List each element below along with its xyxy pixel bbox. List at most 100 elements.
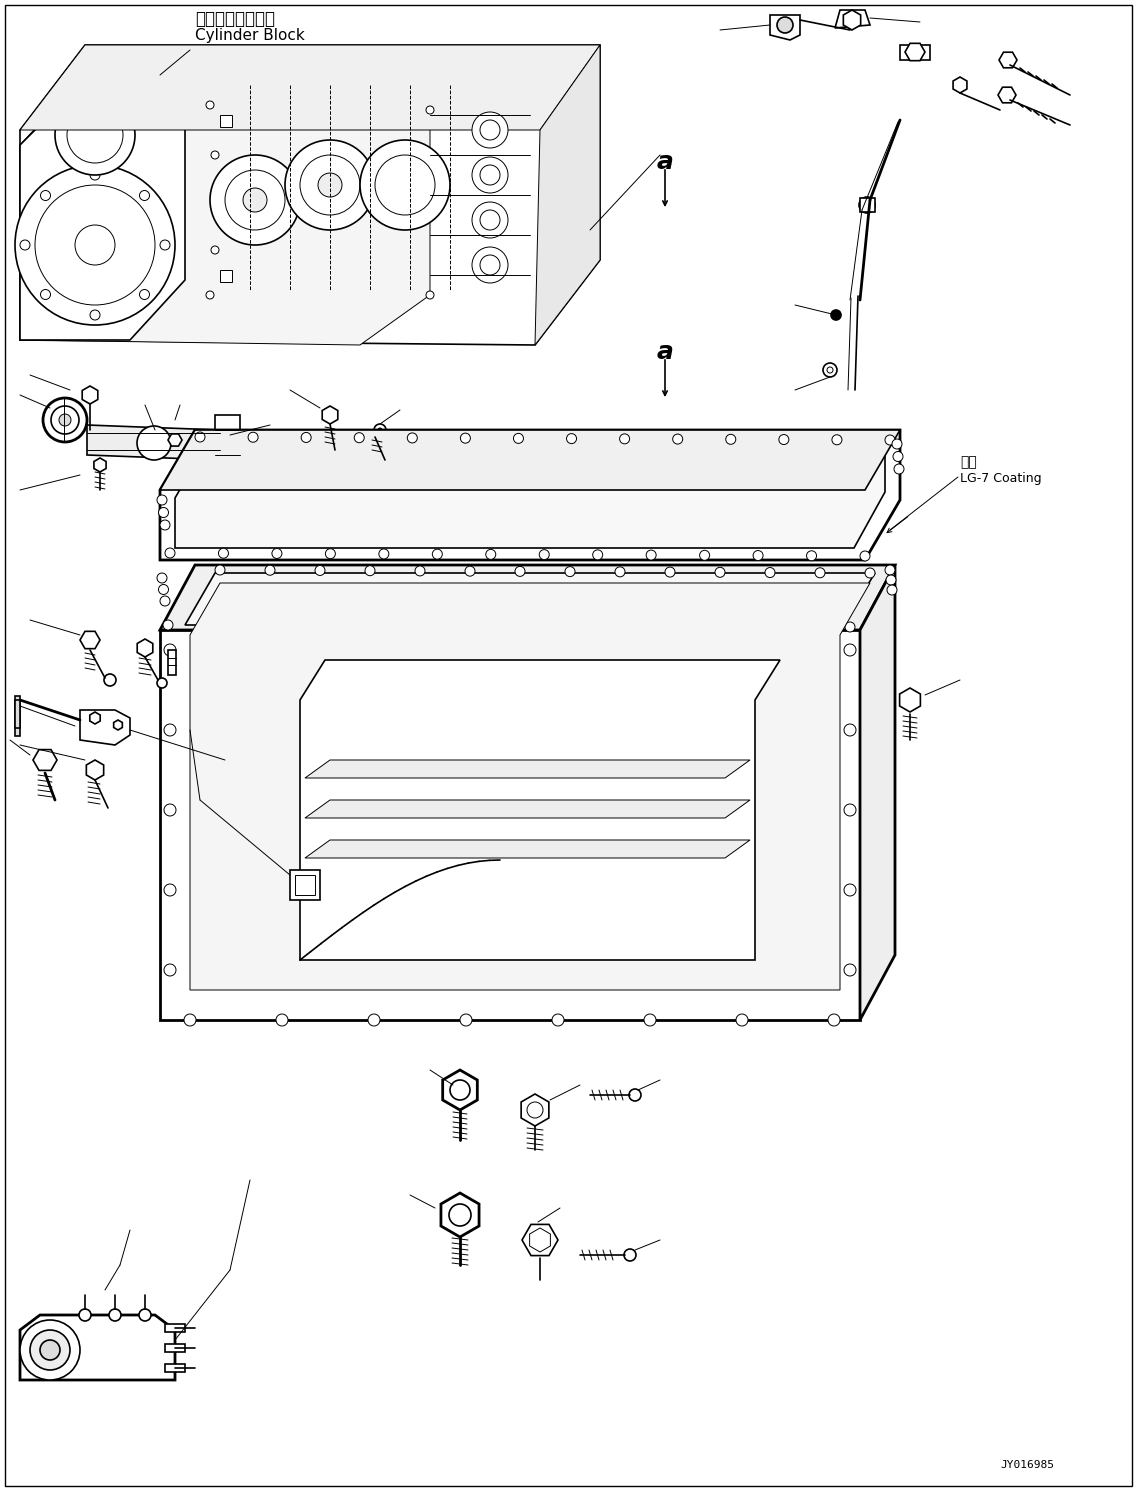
Circle shape [218,549,229,558]
Polygon shape [88,425,219,461]
Circle shape [272,549,282,559]
Circle shape [315,565,325,576]
Circle shape [665,567,675,577]
Circle shape [243,188,267,212]
Polygon shape [521,1094,549,1126]
Circle shape [225,170,285,230]
Polygon shape [114,720,123,731]
Circle shape [216,620,225,631]
Circle shape [103,674,116,686]
Circle shape [740,622,750,632]
Circle shape [844,884,856,896]
Circle shape [845,622,855,632]
Circle shape [646,550,656,561]
Bar [219,115,232,127]
Circle shape [806,550,816,561]
Circle shape [844,804,856,816]
Circle shape [415,567,425,576]
Circle shape [157,495,167,505]
Circle shape [165,549,175,558]
Circle shape [301,432,312,443]
Polygon shape [999,52,1016,67]
Polygon shape [20,95,185,340]
Circle shape [211,246,219,253]
Polygon shape [20,45,600,344]
Bar [219,270,232,282]
Circle shape [582,622,592,631]
Circle shape [51,406,78,434]
Circle shape [373,620,383,631]
Circle shape [472,248,508,283]
Circle shape [379,549,389,559]
Circle shape [460,1014,472,1026]
Polygon shape [441,1193,479,1238]
Circle shape [248,432,258,443]
Text: a: a [656,151,673,174]
Polygon shape [80,631,100,649]
Polygon shape [905,43,926,61]
Circle shape [893,438,902,449]
Circle shape [365,565,375,576]
Circle shape [673,434,682,444]
Polygon shape [33,750,57,771]
Polygon shape [175,443,885,549]
Text: LG-7 Coating: LG-7 Coating [960,473,1041,485]
Circle shape [211,151,219,160]
Polygon shape [15,696,20,737]
Circle shape [779,434,789,444]
Bar [901,45,930,60]
Circle shape [832,435,841,444]
Polygon shape [185,573,875,625]
Circle shape [276,1014,288,1026]
Circle shape [368,1014,380,1026]
Circle shape [43,398,88,441]
Circle shape [210,155,300,245]
Circle shape [777,16,792,33]
Circle shape [20,1320,80,1381]
Circle shape [827,367,833,373]
Polygon shape [20,81,430,344]
Circle shape [865,568,875,579]
Circle shape [265,565,275,576]
Circle shape [715,567,725,577]
Bar [165,1324,185,1331]
Circle shape [893,452,903,462]
Circle shape [565,567,575,577]
Circle shape [35,185,155,306]
Circle shape [158,584,168,595]
Circle shape [725,434,736,444]
Circle shape [449,1205,471,1226]
Circle shape [164,804,176,816]
Circle shape [472,112,508,148]
Polygon shape [168,434,182,446]
Circle shape [831,310,841,321]
Circle shape [407,432,417,443]
Circle shape [136,426,171,461]
Circle shape [157,573,167,583]
Polygon shape [899,687,920,713]
Circle shape [160,596,171,605]
Circle shape [139,1309,151,1321]
Circle shape [815,568,825,579]
Text: 塗布: 塗布 [960,455,977,470]
Circle shape [450,1079,470,1100]
Polygon shape [20,45,600,130]
Circle shape [485,549,496,559]
Circle shape [67,107,123,163]
Circle shape [196,432,205,441]
Circle shape [472,201,508,239]
Bar [860,198,875,212]
Text: シリンダブロック: シリンダブロック [196,10,275,28]
Polygon shape [86,760,103,780]
Circle shape [792,622,803,632]
Circle shape [30,1330,70,1370]
Polygon shape [215,414,240,470]
Bar [15,699,20,728]
Circle shape [566,434,576,444]
Circle shape [478,620,488,631]
Polygon shape [90,713,100,725]
Polygon shape [190,583,870,990]
Polygon shape [844,10,861,30]
Circle shape [620,434,630,444]
Polygon shape [160,565,895,631]
